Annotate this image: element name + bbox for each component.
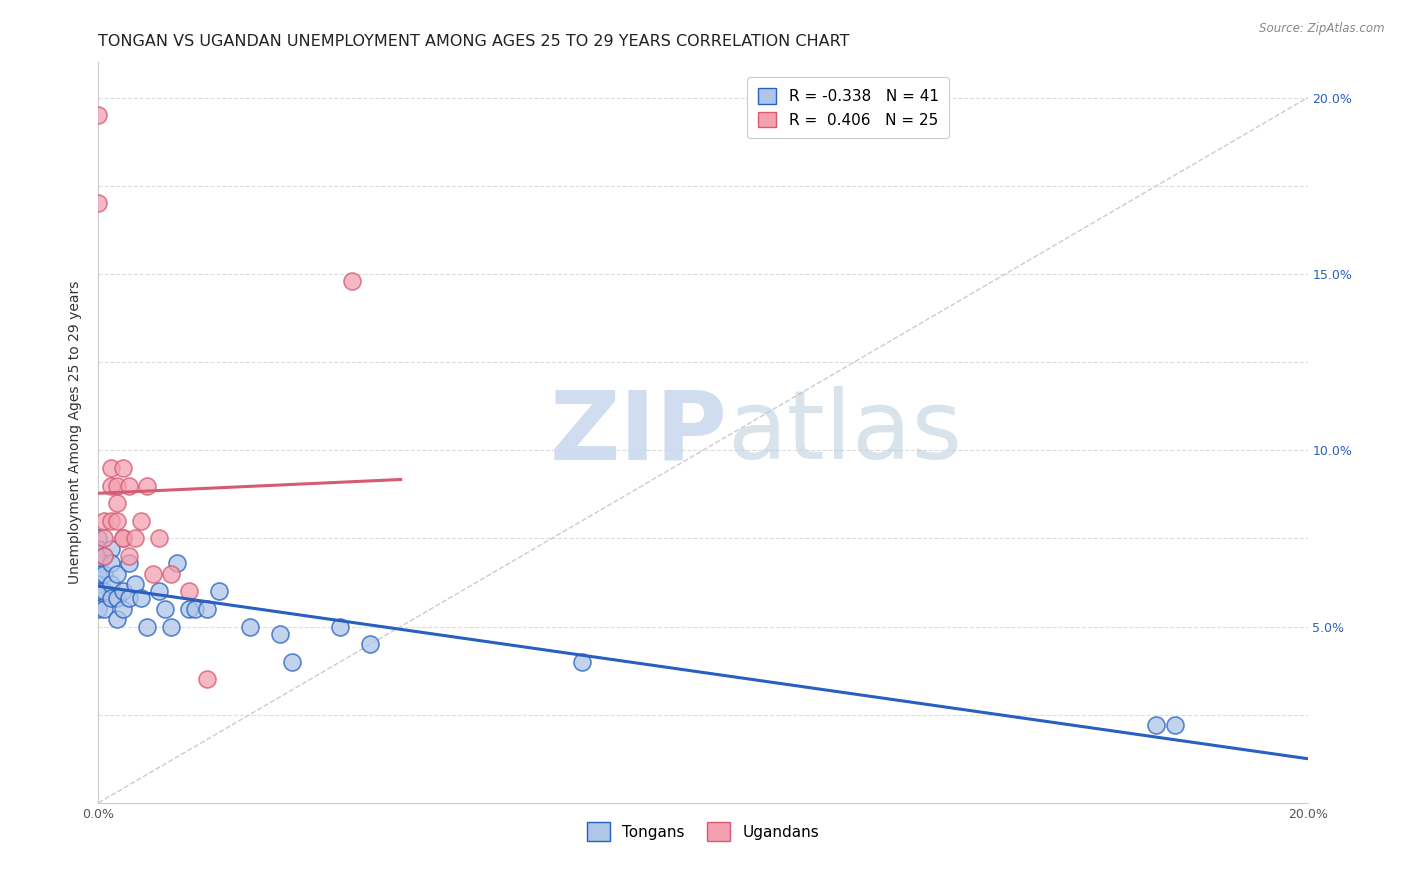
Point	[118, 591, 141, 606]
Point	[105, 591, 128, 606]
Point	[105, 514, 128, 528]
Point	[100, 556, 122, 570]
Point	[100, 577, 122, 591]
Y-axis label: Unemployment Among Ages 25 to 29 years: Unemployment Among Ages 25 to 29 years	[69, 281, 83, 584]
Point	[160, 566, 183, 581]
Point	[118, 549, 141, 563]
Point	[571, 655, 593, 669]
Point	[87, 602, 110, 616]
Point	[329, 619, 352, 633]
Point	[93, 584, 115, 599]
Point	[111, 461, 134, 475]
Legend: Tongans, Ugandans: Tongans, Ugandans	[581, 816, 825, 847]
Point	[100, 514, 122, 528]
Point	[118, 478, 141, 492]
Point	[100, 591, 122, 606]
Point	[118, 556, 141, 570]
Point	[195, 602, 218, 616]
Point	[105, 566, 128, 581]
Point	[111, 532, 134, 546]
Text: atlas: atlas	[727, 386, 962, 479]
Point	[105, 496, 128, 510]
Point	[208, 584, 231, 599]
Point	[148, 532, 170, 546]
Point	[142, 566, 165, 581]
Point	[1163, 718, 1185, 732]
Point	[105, 612, 128, 626]
Point	[87, 584, 110, 599]
Point	[124, 532, 146, 546]
Point	[87, 532, 110, 546]
Point	[135, 478, 157, 492]
Point	[148, 584, 170, 599]
Point	[166, 556, 188, 570]
Point	[360, 637, 382, 651]
Point	[93, 549, 115, 563]
Point	[111, 532, 134, 546]
Point	[239, 619, 262, 633]
Point	[129, 591, 152, 606]
Point	[87, 577, 110, 591]
Text: ZIP: ZIP	[550, 386, 727, 479]
Point	[179, 602, 201, 616]
Point	[93, 602, 115, 616]
Point	[281, 655, 304, 669]
Point	[129, 514, 152, 528]
Point	[93, 549, 115, 563]
Point	[111, 584, 134, 599]
Point	[87, 541, 110, 556]
Point	[100, 541, 122, 556]
Point	[87, 566, 110, 581]
Point	[87, 196, 110, 211]
Point	[105, 478, 128, 492]
Point	[160, 619, 183, 633]
Point	[179, 584, 201, 599]
Point	[1144, 718, 1167, 732]
Point	[100, 478, 122, 492]
Text: TONGAN VS UGANDAN UNEMPLOYMENT AMONG AGES 25 TO 29 YEARS CORRELATION CHART: TONGAN VS UGANDAN UNEMPLOYMENT AMONG AGE…	[98, 34, 849, 49]
Point	[135, 619, 157, 633]
Point	[153, 602, 176, 616]
Point	[93, 532, 115, 546]
Point	[93, 514, 115, 528]
Point	[93, 566, 115, 581]
Point	[87, 556, 110, 570]
Point	[184, 602, 207, 616]
Point	[269, 626, 291, 640]
Point	[342, 274, 364, 288]
Point	[195, 673, 218, 687]
Point	[124, 577, 146, 591]
Point	[111, 602, 134, 616]
Point	[100, 461, 122, 475]
Text: Source: ZipAtlas.com: Source: ZipAtlas.com	[1260, 22, 1385, 36]
Point	[87, 108, 110, 122]
